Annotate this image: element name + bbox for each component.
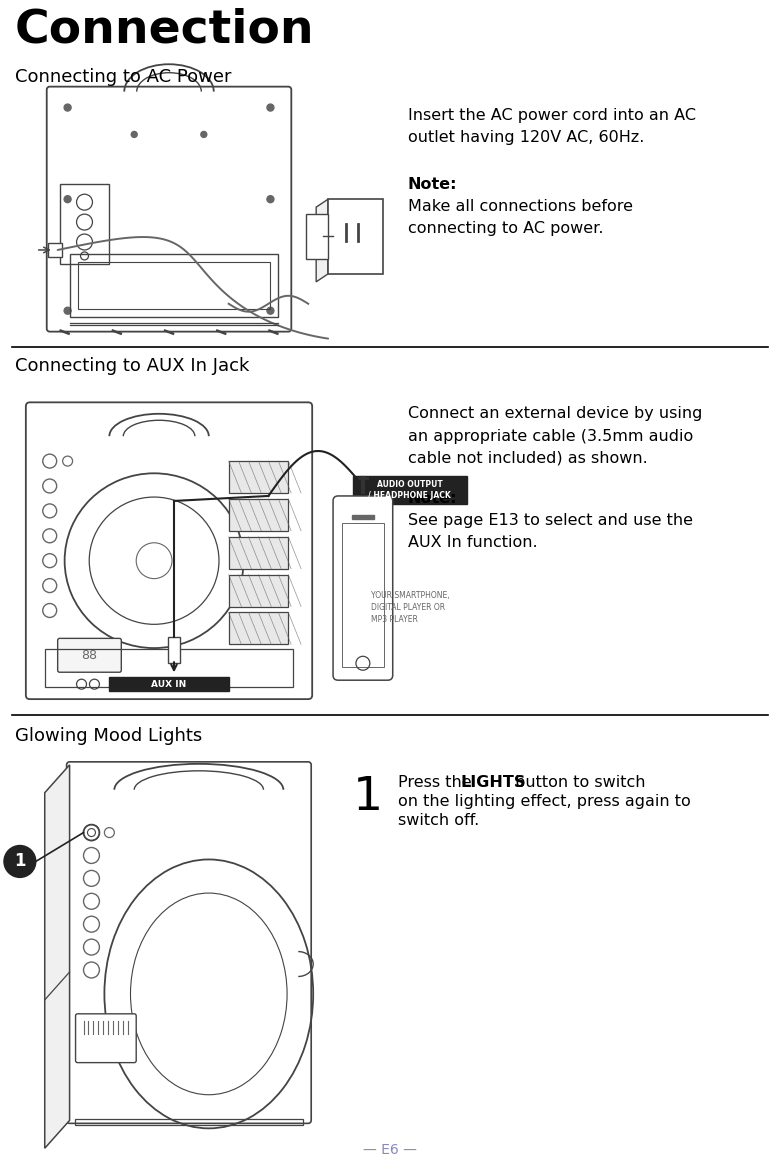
Circle shape — [131, 131, 137, 137]
Bar — [78, 262, 270, 309]
Bar — [229, 462, 289, 493]
Text: Connection: Connection — [15, 8, 314, 53]
Bar — [229, 537, 289, 568]
Bar — [48, 242, 62, 258]
Text: on the lighting effect, press again to: on the lighting effect, press again to — [397, 793, 691, 809]
Bar — [45, 650, 293, 687]
Text: 1: 1 — [14, 853, 26, 870]
Text: Press the: Press the — [397, 775, 477, 790]
Circle shape — [267, 196, 274, 203]
Bar — [229, 574, 289, 607]
Text: Note:: Note: — [408, 177, 457, 193]
FancyBboxPatch shape — [75, 1014, 136, 1063]
Text: YOUR SMARTPHONE,
DIGITAL PLAYER OR
MP3 PLAYER: YOUR SMARTPHONE, DIGITAL PLAYER OR MP3 P… — [371, 592, 449, 624]
Circle shape — [64, 196, 71, 203]
Circle shape — [201, 131, 207, 137]
Bar — [60, 184, 109, 264]
Text: Connecting to AC Power: Connecting to AC Power — [15, 67, 231, 86]
Text: Connect an external device by using
an appropriate cable (3.5mm audio
cable not : Connect an external device by using an a… — [408, 406, 702, 465]
Text: Connecting to AUX In Jack: Connecting to AUX In Jack — [15, 356, 249, 375]
Polygon shape — [316, 200, 328, 282]
Circle shape — [267, 307, 274, 314]
FancyBboxPatch shape — [333, 496, 393, 680]
FancyBboxPatch shape — [58, 638, 122, 673]
Bar — [229, 612, 289, 644]
Bar — [74, 1119, 303, 1125]
Text: button to switch: button to switch — [510, 775, 645, 790]
Text: Note:: Note: — [408, 491, 457, 506]
Circle shape — [64, 104, 71, 111]
Text: 1: 1 — [353, 775, 383, 820]
Bar — [109, 677, 229, 691]
Circle shape — [64, 307, 71, 314]
Text: AUDIO OUTPUT
/ HEADPHONE JACK: AUDIO OUTPUT / HEADPHONE JACK — [368, 480, 451, 500]
Bar — [342, 523, 384, 667]
Polygon shape — [45, 764, 70, 1148]
Text: LIGHTS: LIGHTS — [460, 775, 526, 790]
Text: AUX IN: AUX IN — [151, 680, 187, 689]
Text: — E6 —: — E6 — — [363, 1144, 416, 1158]
Text: switch off.: switch off. — [397, 813, 479, 827]
Text: Insert the AC power cord into an AC
outlet having 120V AC, 60Hz.: Insert the AC power cord into an AC outl… — [408, 108, 695, 145]
Bar — [328, 200, 383, 274]
Circle shape — [267, 104, 274, 111]
Bar — [229, 499, 289, 531]
Bar — [353, 476, 467, 503]
Circle shape — [4, 846, 36, 877]
Bar — [168, 637, 180, 664]
Bar — [307, 215, 328, 259]
Text: Glowing Mood Lights: Glowing Mood Lights — [15, 727, 202, 745]
Text: See page E13 to select and use the
AUX In function.: See page E13 to select and use the AUX I… — [408, 513, 692, 550]
Text: Make all connections before
connecting to AC power.: Make all connections before connecting t… — [408, 200, 633, 237]
Bar — [352, 515, 374, 519]
Bar — [70, 254, 278, 317]
Text: 88: 88 — [82, 648, 97, 662]
